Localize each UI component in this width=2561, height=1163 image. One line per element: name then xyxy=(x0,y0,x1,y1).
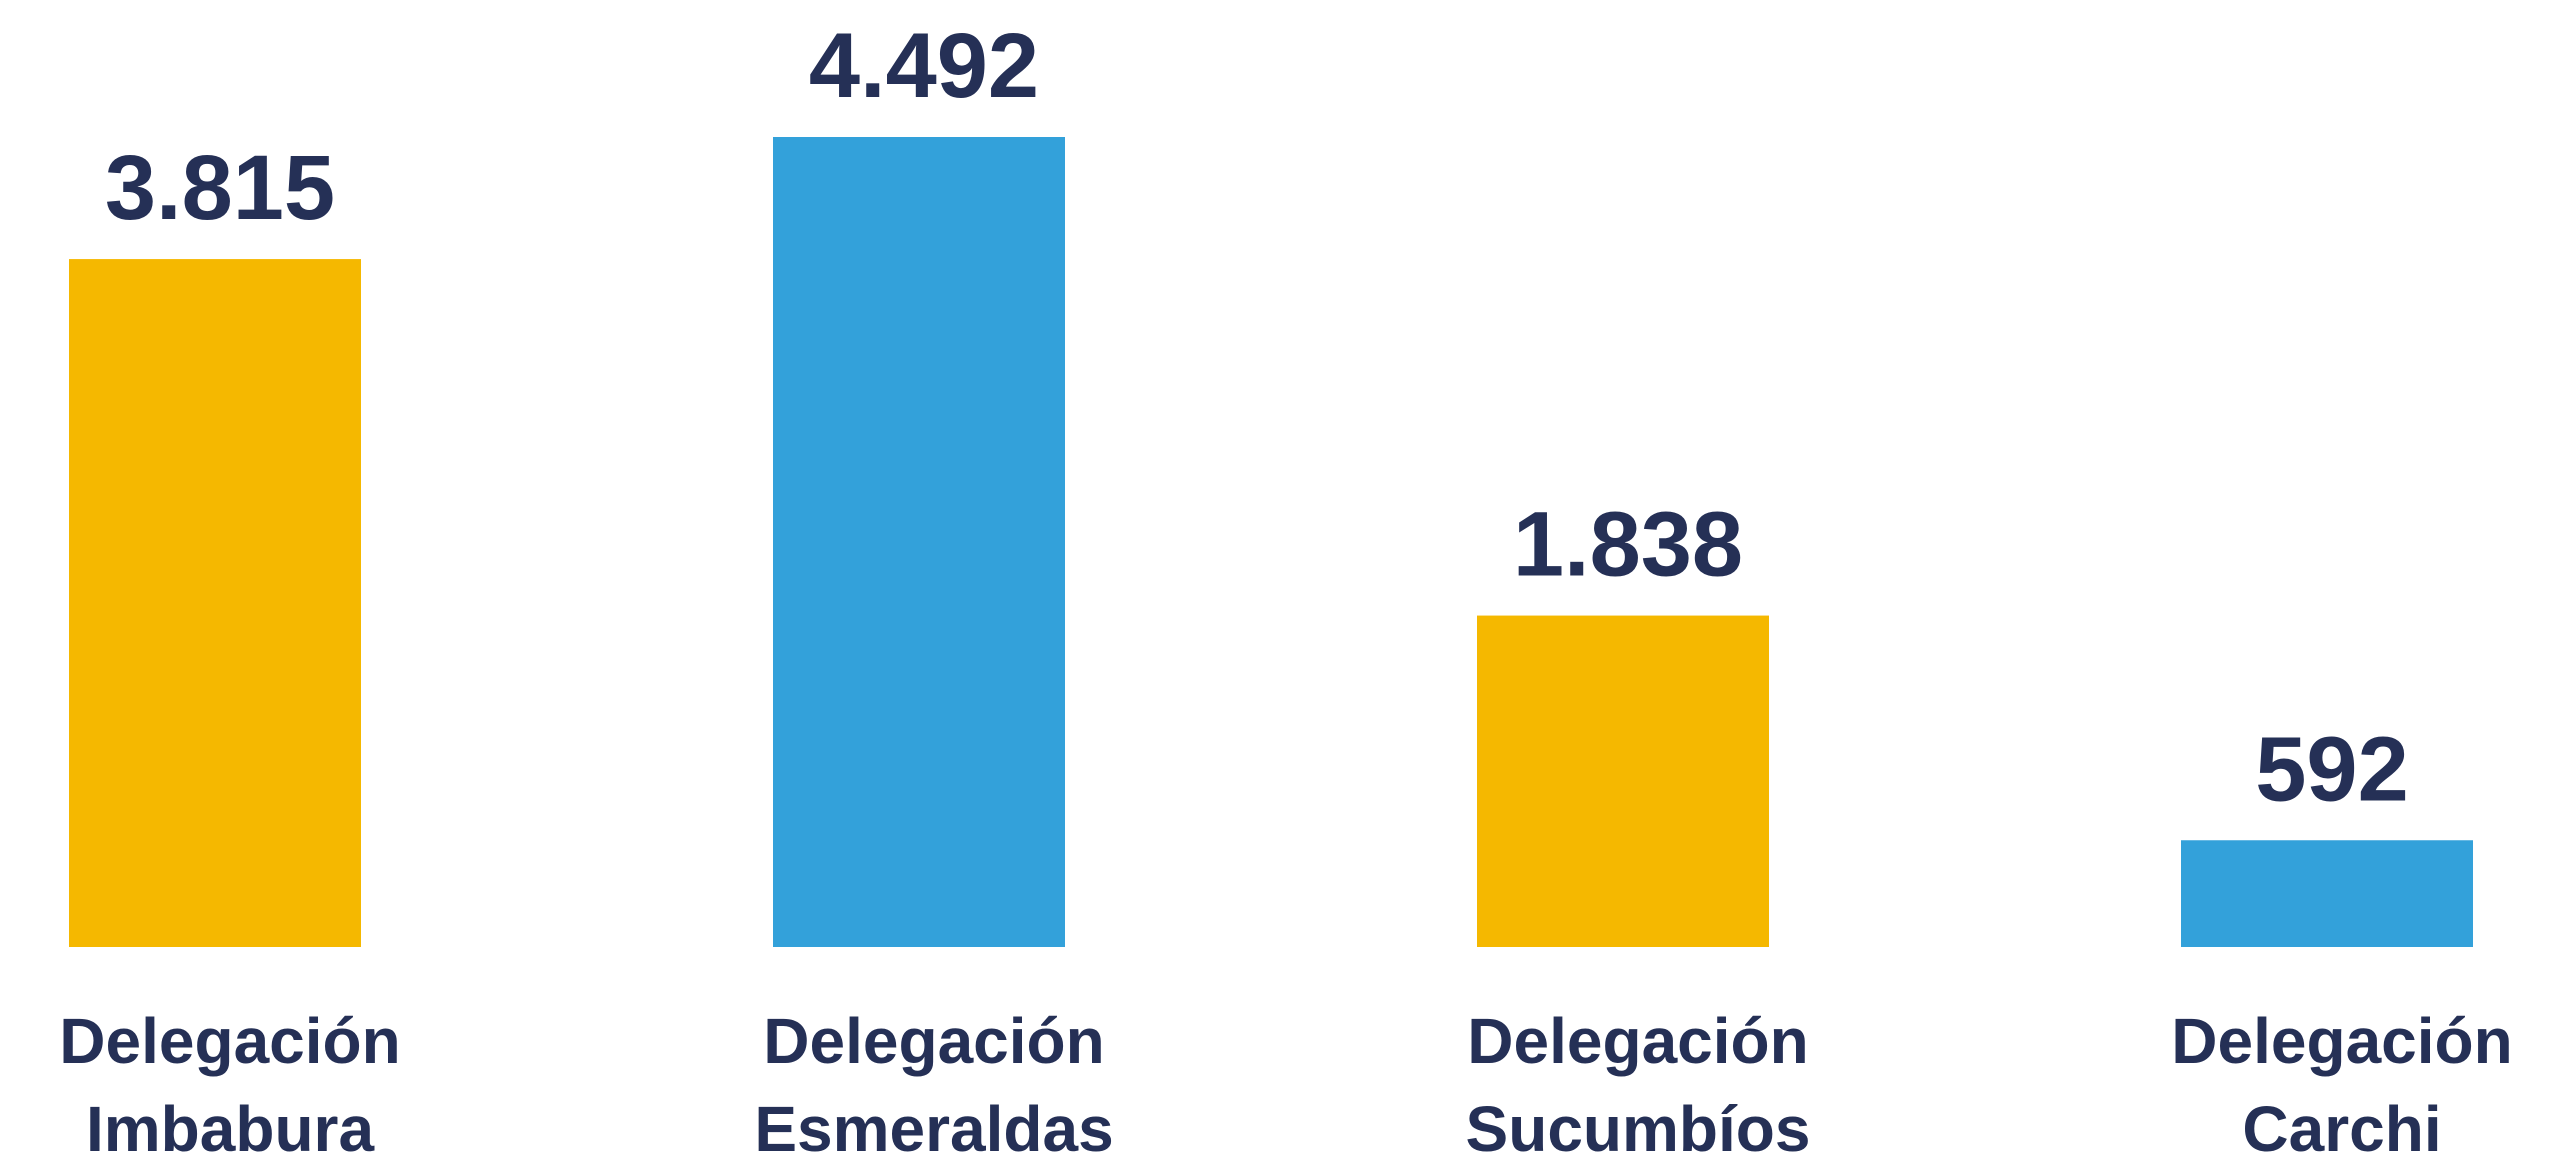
bar xyxy=(1477,615,1769,947)
value-label: 1.838 xyxy=(1513,494,1743,596)
bar xyxy=(2181,840,2473,947)
bar xyxy=(773,137,1065,947)
category-label: Delegación Carchi xyxy=(2171,1005,2512,1163)
value-label: 4.492 xyxy=(809,15,1039,117)
bar xyxy=(69,259,361,947)
value-label: 592 xyxy=(2255,718,2409,820)
value-label: 3.815 xyxy=(105,137,335,239)
category-label: Delegación Sucumbíos xyxy=(1466,1005,1811,1163)
category-label: Delegación Esmeraldas xyxy=(754,1005,1113,1163)
category-label: Delegación Imbabura xyxy=(59,1005,400,1163)
